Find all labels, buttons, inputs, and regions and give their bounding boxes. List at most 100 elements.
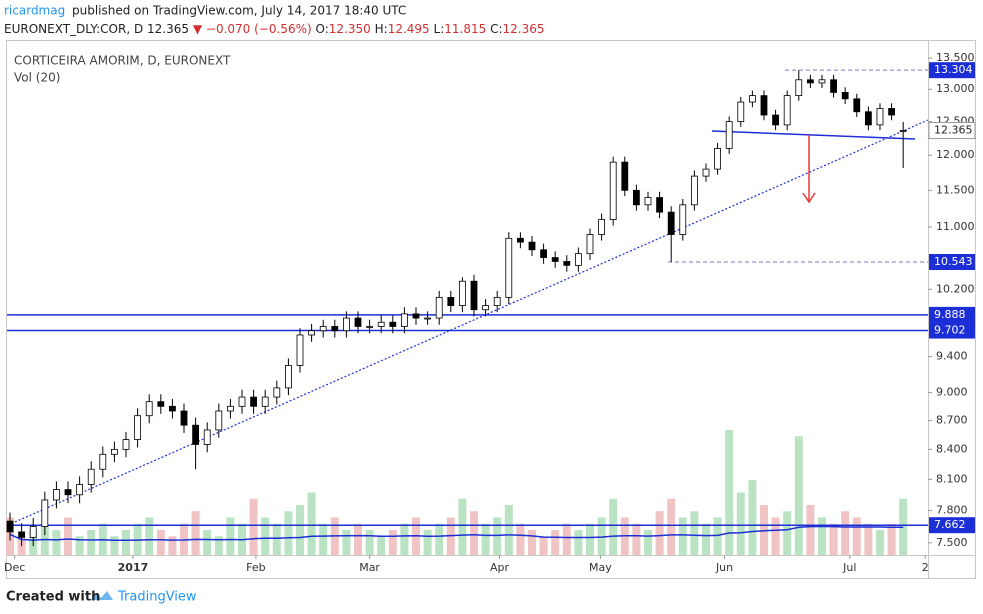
candle-body — [795, 79, 803, 97]
candle-body — [64, 489, 72, 496]
candle-body — [169, 405, 176, 412]
x-tick-label: Apr — [490, 561, 510, 574]
level-label-box — [929, 517, 975, 534]
y-tick-label: 7.500 — [936, 536, 968, 549]
y-tick-label: 11.500 — [936, 183, 975, 196]
brand: TradingView — [117, 590, 197, 605]
volume-bar — [794, 436, 803, 555]
volume-bar — [701, 523, 710, 555]
h: 12.495 — [388, 22, 430, 36]
candle-body — [830, 79, 837, 93]
level-label: 9.888 — [934, 308, 966, 321]
level-label: 7.662 — [934, 518, 966, 531]
volume-bar — [713, 517, 722, 555]
change: ▼ −0.070 (−0.56%) — [193, 22, 312, 36]
candle-body — [806, 79, 814, 84]
candle-body — [505, 237, 513, 298]
volume-bar — [122, 530, 131, 555]
arrow-head — [802, 192, 816, 204]
candle-body — [389, 321, 397, 327]
volume-bar — [423, 530, 432, 555]
level-label: 9.702 — [934, 324, 966, 337]
candle-body — [41, 499, 49, 527]
candle-body — [667, 211, 675, 235]
candle-body — [888, 108, 895, 116]
candle-body — [458, 280, 466, 306]
candle-body — [447, 296, 455, 306]
volume-bar — [435, 523, 444, 555]
volume-bar — [667, 498, 676, 555]
y-tick-label: 9.400 — [936, 350, 968, 363]
plot: 7.500 7.800 8.100 8.400 8.700 9.000 9.400 10.20… — [4, 51, 976, 574]
candle-body — [308, 330, 316, 336]
volume-bar — [887, 523, 896, 555]
volume-bar — [736, 492, 745, 555]
candle-body — [516, 237, 524, 243]
volume-bar — [748, 480, 757, 555]
volume-bar — [864, 523, 873, 555]
volume-bar — [817, 517, 826, 555]
candle-body — [192, 424, 200, 445]
candle-body — [203, 429, 211, 445]
volume-bar — [203, 530, 212, 555]
chart-frame — [6, 40, 976, 579]
candle-body — [470, 280, 478, 311]
volume-bar — [539, 536, 548, 555]
y-tick-label: 11.000 — [936, 220, 975, 233]
y-tick-label: 9.000 — [936, 385, 968, 398]
candle-body — [563, 261, 571, 266]
x-tick-label: May — [589, 561, 612, 574]
volume-bar — [52, 530, 61, 555]
level-label: 13.304 — [934, 63, 973, 76]
volume-bar — [261, 517, 270, 555]
candle-body — [87, 468, 95, 485]
candle-body — [424, 317, 431, 320]
volume-bar — [75, 536, 84, 555]
y-tick-label: 10.200 — [936, 282, 975, 295]
volume-bar — [829, 523, 838, 555]
candle-body — [366, 326, 374, 328]
volume-bar — [771, 517, 780, 555]
candle-body — [319, 326, 327, 332]
volume-ma — [9, 525, 904, 542]
level-label: 10.543 — [934, 255, 973, 268]
volume-bar — [725, 430, 734, 555]
candle-body — [6, 520, 14, 533]
x-tick-label: 2017 — [118, 561, 149, 574]
volume-bar — [516, 523, 525, 555]
volume-bar — [284, 511, 293, 555]
candle-body — [714, 148, 721, 170]
indicator-label: Vol (20) — [14, 71, 60, 85]
candle-body — [772, 114, 779, 126]
volume-bar — [191, 511, 200, 555]
x-tick-label: 2 — [922, 561, 929, 574]
candle-body — [435, 296, 443, 319]
x-tick-label: Jun — [715, 561, 733, 574]
candle-body — [644, 197, 652, 206]
candle-body — [621, 161, 629, 191]
candle-body — [400, 313, 408, 327]
candle-body — [783, 95, 791, 126]
candle-body — [76, 484, 84, 496]
volume-bar — [469, 511, 478, 555]
candle-body — [679, 204, 687, 235]
candle-body — [157, 401, 165, 407]
level-label-box — [929, 62, 975, 79]
volume-bar — [551, 530, 560, 555]
volume-bar — [156, 530, 165, 555]
x-tick-label: Mar — [359, 561, 380, 574]
logo — [90, 591, 113, 600]
candle-body — [876, 108, 884, 126]
y-tick-label: 8.700 — [936, 413, 968, 426]
volume-bar — [841, 511, 850, 555]
candle-body — [53, 489, 60, 501]
candle-body — [343, 317, 350, 332]
volume-bar — [272, 523, 281, 555]
y-tick-label: 7.800 — [936, 503, 968, 516]
volume-bar — [609, 498, 618, 555]
author: ricardmag — [4, 4, 65, 18]
volume-bar — [574, 530, 583, 555]
candle-body — [99, 453, 107, 470]
volume-bar — [342, 530, 351, 555]
